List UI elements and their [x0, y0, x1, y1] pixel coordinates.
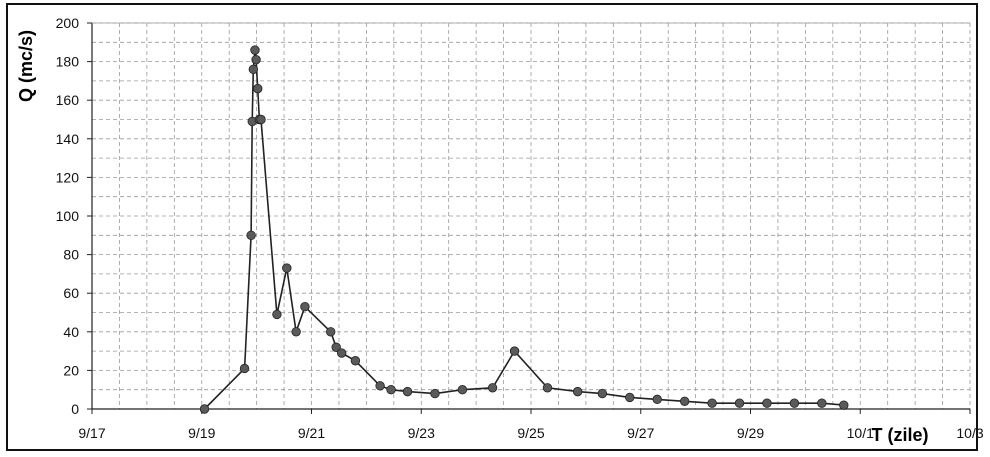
y-tick-labels: 0 20 40 60 80 100 120 140 160 180 200 — [56, 15, 92, 417]
data-point — [707, 398, 717, 408]
data-point — [282, 263, 292, 273]
data-point — [572, 386, 583, 397]
data-point — [326, 327, 336, 337]
series-group — [199, 45, 849, 414]
grid-lines — [91, 22, 971, 410]
x-tick-label: 9/19 — [188, 425, 215, 441]
x-tick-label: 9/23 — [408, 425, 435, 441]
data-point — [625, 392, 635, 403]
data-point — [679, 396, 690, 406]
data-point — [734, 398, 745, 408]
data-point — [652, 394, 662, 405]
data-point — [291, 327, 301, 337]
data-point — [331, 342, 341, 352]
x-tick-label: 9/21 — [298, 425, 325, 441]
series-line — [203, 49, 844, 410]
y-tick-label: 120 — [56, 169, 80, 185]
data-point — [487, 383, 498, 393]
y-tick-label: 20 — [63, 362, 79, 378]
data-point — [272, 309, 282, 320]
data-point — [250, 45, 260, 55]
data-point — [300, 302, 310, 312]
data-point — [256, 114, 266, 125]
x-tick-label: 9/29 — [737, 425, 764, 441]
y-tick-label: 180 — [56, 54, 80, 70]
data-point — [597, 388, 608, 399]
y-tick-label: 0 — [71, 401, 79, 417]
data-point — [762, 398, 772, 408]
y-axis-title: Q (mc/s) — [16, 30, 36, 102]
chart-frame — [6, 3, 978, 451]
y-tick-label: 60 — [63, 285, 79, 301]
x-tick-label: 10/3 — [956, 425, 983, 441]
data-point — [430, 388, 440, 399]
data-point — [350, 356, 361, 366]
x-tick-label: 10/1 — [847, 425, 874, 441]
data-point — [336, 348, 347, 358]
x-tick-labels: 9/17 9/19 9/21 9/23 9/25 9/27 9/29 10/1 10/3 — [78, 409, 984, 441]
data-point — [253, 83, 263, 94]
y-tick-label: 40 — [63, 324, 79, 340]
data-point — [248, 64, 259, 75]
data-point — [375, 381, 385, 391]
y-tick-label: 80 — [63, 247, 79, 263]
y-tick-label: 160 — [56, 92, 80, 108]
data-point — [817, 398, 827, 408]
data-point — [386, 385, 396, 395]
data-point — [457, 385, 468, 395]
x-axis-title: T (zile) — [872, 425, 929, 445]
data-point — [839, 400, 849, 410]
data-point — [542, 383, 553, 393]
data-point — [789, 398, 800, 408]
data-point — [246, 230, 256, 241]
y-tick-label: 100 — [56, 208, 80, 224]
data-point — [199, 404, 210, 414]
data-point — [402, 386, 413, 397]
x-tick-label: 9/27 — [627, 425, 654, 441]
data-point — [509, 346, 520, 356]
y-tick-label: 200 — [56, 15, 80, 31]
y-tick-label: 140 — [56, 131, 80, 147]
data-point — [239, 363, 250, 374]
data-point — [251, 54, 261, 65]
x-tick-label: 9/25 — [517, 425, 544, 441]
x-tick-label: 9/17 — [78, 425, 105, 441]
